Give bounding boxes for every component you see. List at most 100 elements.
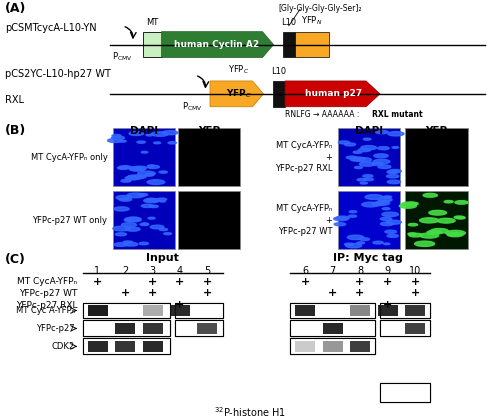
Bar [290, 303, 375, 318]
Circle shape [147, 180, 164, 184]
Circle shape [437, 218, 455, 223]
Circle shape [108, 139, 122, 142]
Bar [115, 323, 135, 334]
Circle shape [164, 233, 172, 235]
Circle shape [334, 222, 345, 226]
Bar [338, 191, 400, 249]
Circle shape [354, 166, 362, 168]
Text: +: + [326, 215, 332, 225]
Text: 10: 10 [409, 266, 421, 277]
Text: YFP$_C$: YFP$_C$ [228, 64, 250, 76]
Circle shape [127, 193, 144, 198]
Circle shape [356, 158, 372, 162]
Circle shape [353, 151, 362, 153]
Circle shape [388, 180, 400, 184]
Circle shape [380, 222, 394, 225]
Bar [378, 305, 398, 316]
Circle shape [114, 207, 129, 211]
Text: (B): (B) [5, 124, 26, 137]
Bar [88, 305, 108, 316]
Text: 7: 7 [330, 266, 336, 277]
Circle shape [148, 165, 154, 167]
Circle shape [160, 200, 166, 202]
Circle shape [139, 242, 148, 245]
Circle shape [420, 233, 438, 238]
Circle shape [376, 130, 388, 134]
Text: +: + [120, 288, 130, 298]
Bar [350, 305, 370, 316]
Text: CDK2: CDK2 [52, 342, 75, 351]
Text: (C): (C) [5, 253, 26, 266]
Circle shape [157, 198, 166, 201]
Circle shape [373, 159, 390, 164]
Circle shape [152, 132, 168, 136]
Circle shape [350, 157, 365, 161]
Bar [405, 128, 468, 186]
Circle shape [420, 218, 439, 223]
Circle shape [374, 154, 388, 158]
Bar [290, 321, 375, 336]
Text: MT: MT [146, 18, 158, 27]
Circle shape [142, 223, 148, 225]
Circle shape [130, 167, 145, 171]
Circle shape [447, 233, 463, 237]
Circle shape [454, 216, 464, 219]
Bar [82, 303, 170, 318]
Circle shape [138, 194, 147, 196]
Circle shape [384, 196, 392, 198]
Circle shape [134, 175, 146, 178]
Bar [82, 321, 170, 336]
Text: +: + [410, 277, 420, 287]
Circle shape [408, 202, 418, 205]
Circle shape [112, 134, 121, 137]
Circle shape [380, 217, 392, 220]
Circle shape [344, 143, 356, 146]
Text: +: + [300, 277, 310, 287]
Bar [338, 128, 400, 186]
Text: +: + [356, 277, 364, 287]
Circle shape [116, 233, 126, 236]
Text: YFP$_N$: YFP$_N$ [302, 15, 322, 27]
Bar [380, 321, 430, 336]
Circle shape [338, 141, 349, 144]
Bar [142, 32, 162, 57]
Circle shape [361, 145, 376, 150]
Circle shape [346, 156, 356, 159]
FancyArrow shape [162, 32, 274, 57]
Bar [380, 383, 430, 393]
Circle shape [125, 176, 140, 180]
Text: +: + [383, 277, 392, 287]
Circle shape [382, 201, 388, 202]
Text: human Cyclin A2: human Cyclin A2 [174, 40, 260, 49]
Text: +: + [176, 300, 184, 310]
Circle shape [121, 179, 131, 182]
Circle shape [350, 158, 361, 161]
Circle shape [363, 175, 373, 177]
Circle shape [128, 175, 144, 179]
Circle shape [334, 217, 348, 221]
Text: +: + [93, 277, 102, 287]
Circle shape [124, 243, 138, 246]
Circle shape [114, 243, 128, 246]
Bar [282, 32, 295, 57]
Bar [198, 323, 218, 334]
Text: human p27: human p27 [305, 89, 362, 98]
Circle shape [384, 243, 390, 245]
Bar [112, 128, 175, 186]
Text: YFPᴄ-p27: YFPᴄ-p27 [36, 324, 75, 333]
Circle shape [348, 235, 364, 240]
Bar [82, 339, 170, 354]
Circle shape [146, 198, 158, 202]
Circle shape [150, 205, 158, 207]
Circle shape [414, 241, 434, 246]
Bar [272, 81, 285, 107]
Bar [380, 383, 430, 402]
Circle shape [382, 212, 398, 217]
Bar [170, 305, 190, 316]
Text: (A): (A) [5, 3, 26, 16]
Text: +: + [383, 300, 392, 310]
Circle shape [430, 228, 448, 233]
Circle shape [408, 223, 418, 226]
Text: 4: 4 [177, 266, 183, 277]
Circle shape [159, 171, 168, 173]
